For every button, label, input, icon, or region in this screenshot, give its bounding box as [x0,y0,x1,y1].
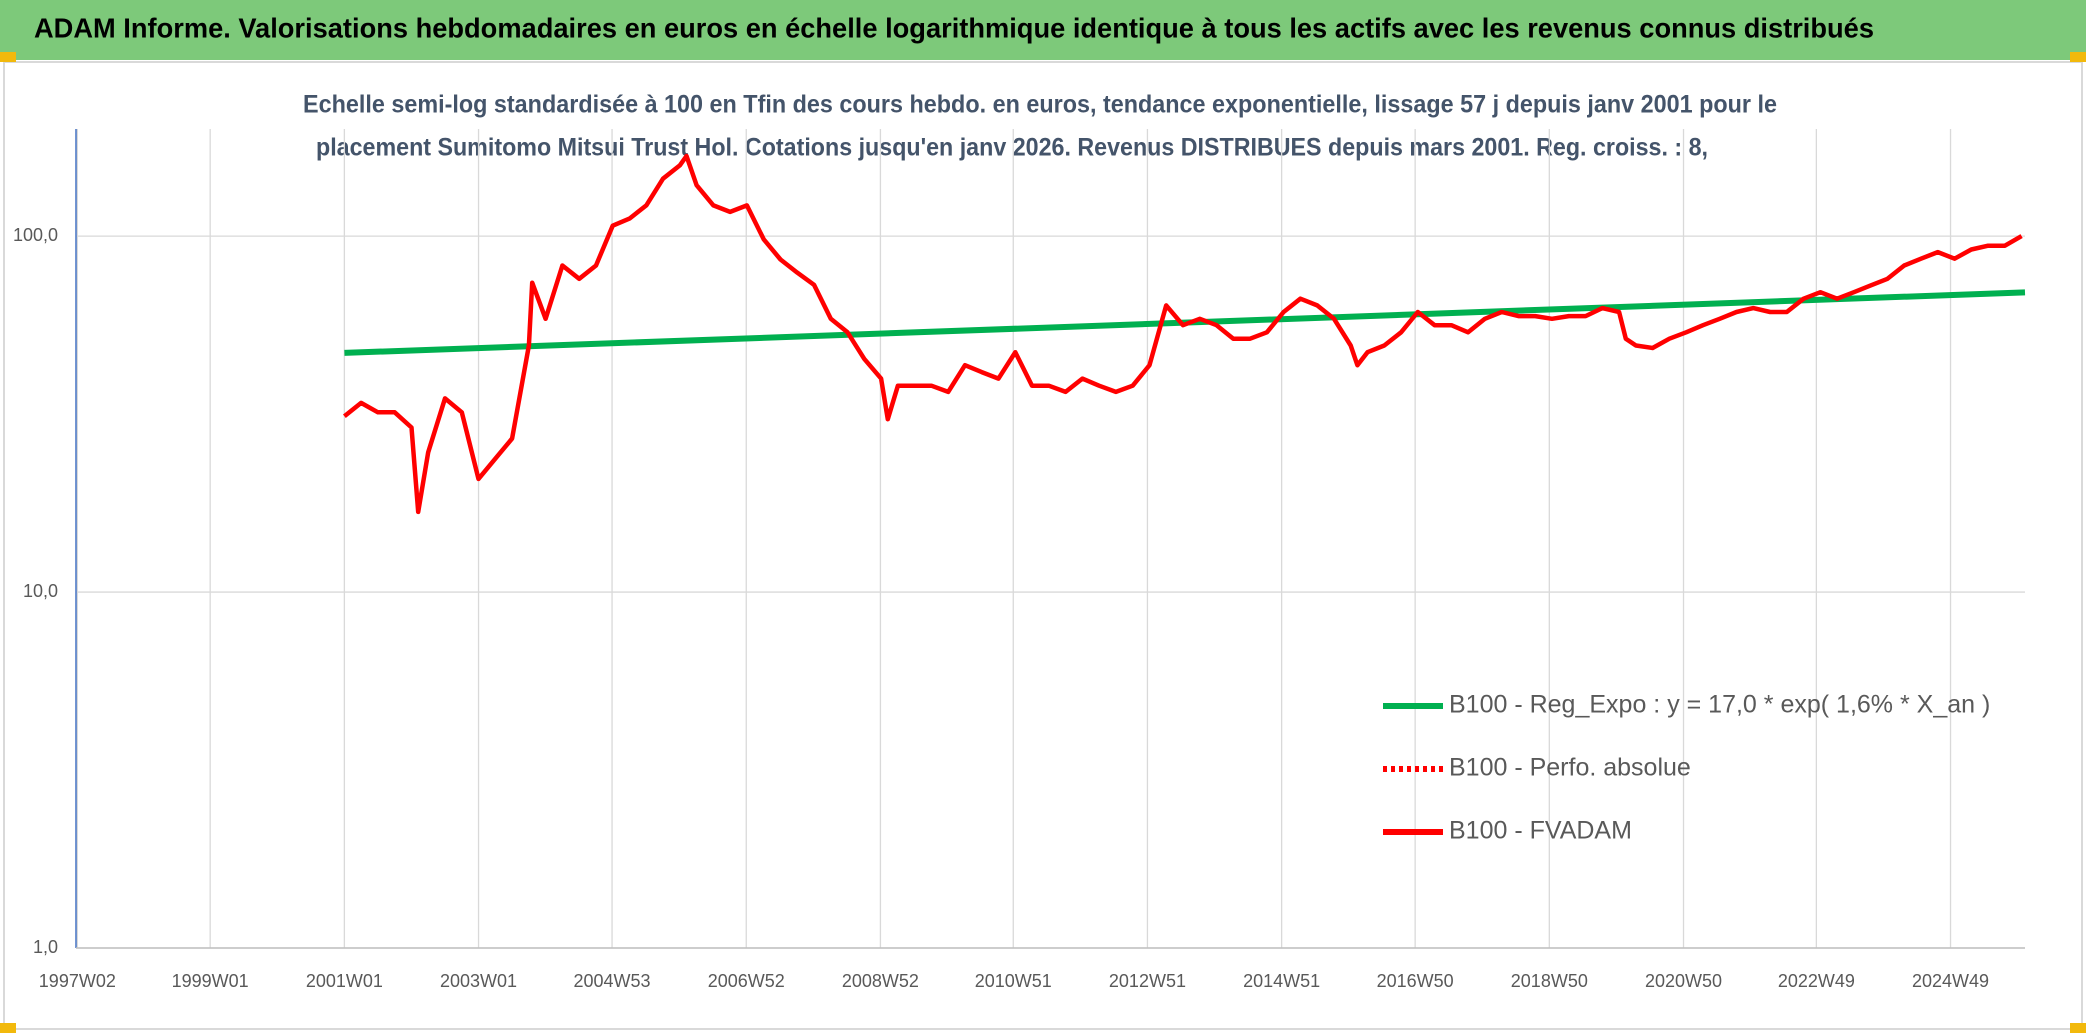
frame [3,61,2083,1030]
header-bar [0,0,2086,60]
legend-label: B100 - Perfo. absolue [1449,754,1691,782]
x-tick-label: 2010W51 [975,971,1052,991]
y-tick-label: 10,0 [23,581,58,601]
corner [0,1023,16,1033]
x-tick-label: 1997W02 [39,971,116,991]
chart-subtitle: Echelle semi-log standardisée à 100 en T… [303,91,1777,119]
x-tick-label: 2018W50 [1511,971,1588,991]
x-tick-label: 2003W01 [440,971,517,991]
x-tick-label: 2014W51 [1243,971,1320,991]
x-tick-label: 2020W50 [1645,971,1722,991]
x-tick-label: 2008W52 [842,971,919,991]
y-tick-label: 100,0 [13,225,58,245]
chart-title: ADAM Informe. Valorisations hebdomadaire… [34,12,1874,43]
chart-subtitle: placement Sumitomo Mitsui Trust Hol. Cot… [316,134,1708,162]
y-tick-label: 1,0 [33,937,58,957]
legend-label: B100 - Reg_Expo : y = 17,0 * exp( 1,6% *… [1449,691,1990,719]
corner [2070,1023,2086,1033]
x-tick-label: 2004W53 [574,971,651,991]
x-tick-label: 2001W01 [306,971,383,991]
x-tick-label: 2006W52 [708,971,785,991]
legend-label: B100 - FVADAM [1449,817,1632,845]
corner [2070,52,2086,62]
x-tick-label: 2022W49 [1778,971,1855,991]
x-tick-label: 2016W50 [1377,971,1454,991]
series-line [342,153,2023,515]
x-tick-label: 2024W49 [1912,971,1989,991]
x-tick-label: 2012W51 [1109,971,1186,991]
x-tick-label: 1999W01 [172,971,249,991]
corner [0,52,16,62]
